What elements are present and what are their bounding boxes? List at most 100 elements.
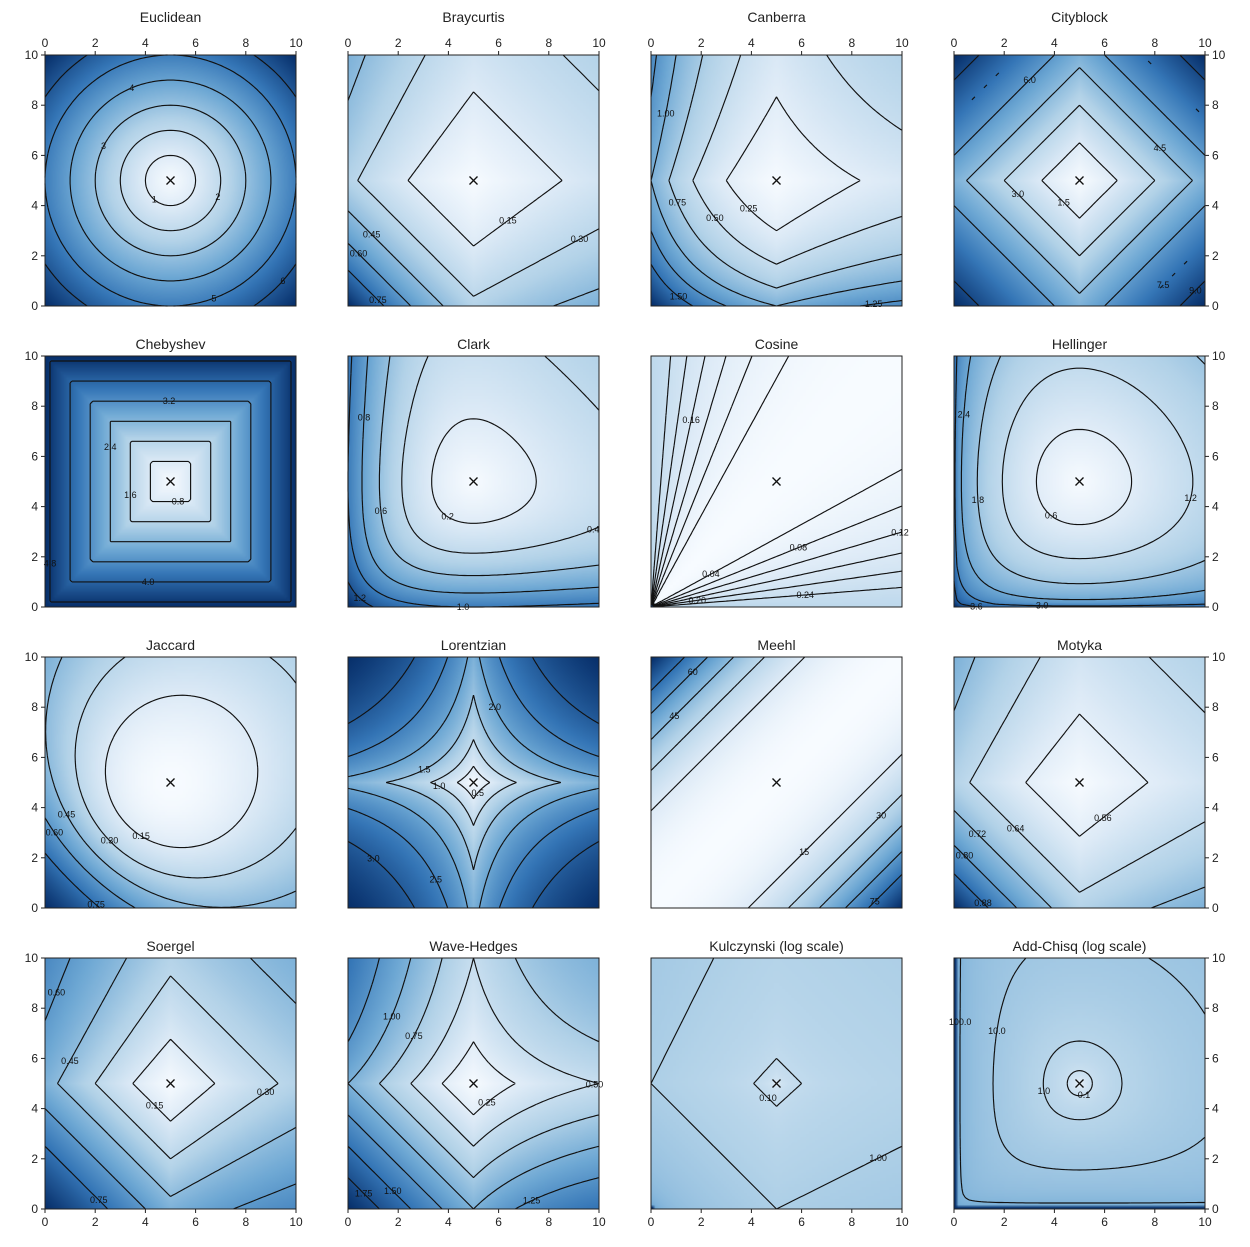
contour-line xyxy=(44,852,101,909)
contour-label: 1.25 xyxy=(865,299,883,309)
contour-line xyxy=(976,355,1206,585)
contour-line xyxy=(953,656,1206,909)
panel-title: Cityblock xyxy=(1051,9,1109,25)
y-tick-label: 8 xyxy=(1212,700,1219,714)
contour-line xyxy=(347,957,600,1210)
y-tick-label: 10 xyxy=(1212,349,1226,363)
contour-label: 0.80 xyxy=(956,851,974,861)
contour-label: 4.0 xyxy=(142,577,155,587)
y-tick-label: 8 xyxy=(31,399,38,413)
x-tick-label: 10 xyxy=(592,1215,606,1229)
contour-line xyxy=(953,873,989,909)
plot-frame xyxy=(953,957,1206,1210)
x-tick-label: 8 xyxy=(848,36,855,50)
y-tick-label: 6 xyxy=(31,1051,38,1065)
contour-line xyxy=(347,957,600,1210)
contour-label: 9.0 xyxy=(1189,285,1202,295)
contour-label: 0.24 xyxy=(796,590,814,600)
center-marker xyxy=(469,1079,478,1088)
contour-label: 45 xyxy=(669,711,679,721)
center-marker xyxy=(469,477,478,486)
panel-title: Add-Chisq (log scale) xyxy=(1013,938,1147,954)
plot-frame xyxy=(44,957,297,1210)
y-tick-label: 2 xyxy=(31,550,38,564)
plot-frame xyxy=(953,355,1206,608)
contour-line xyxy=(44,1145,109,1210)
x-tick-label: 6 xyxy=(798,1215,805,1229)
y-tick-label: 4 xyxy=(31,1102,38,1116)
y-tick-label: 6 xyxy=(31,148,38,162)
contour-line xyxy=(89,400,252,563)
panel-title: Jaccard xyxy=(146,637,195,653)
contour-label: 0.75 xyxy=(405,1031,423,1041)
contour-line xyxy=(410,957,600,1147)
x-tick-label: 0 xyxy=(951,1215,958,1229)
x-tick-label: 8 xyxy=(545,1215,552,1229)
contour-label: 15 xyxy=(799,847,809,857)
contour-line xyxy=(69,79,272,282)
x-tick-label: 8 xyxy=(545,36,552,50)
y-tick-label: 8 xyxy=(31,700,38,714)
contour-label: 1.0 xyxy=(1038,1086,1051,1096)
contour-line xyxy=(1041,142,1118,219)
contour-label: 0.2 xyxy=(441,512,454,522)
y-tick-label: 10 xyxy=(25,650,39,664)
contour-label: 1 xyxy=(152,195,157,205)
contour-line xyxy=(650,957,903,1210)
plot-frame xyxy=(953,656,1206,909)
x-tick-label: 2 xyxy=(92,36,99,50)
y-tick-label: 4 xyxy=(31,500,38,514)
panel-title: Wave-Hedges xyxy=(429,938,517,954)
contour-line xyxy=(1066,1070,1093,1097)
x-tick-label: 6 xyxy=(1101,36,1108,50)
contour-label: 1.00 xyxy=(657,109,675,119)
contour-label: 75 xyxy=(870,897,880,907)
x-tick-label: 10 xyxy=(1198,1215,1212,1229)
contour-label: 0.50 xyxy=(586,1080,604,1090)
panel-addchisq: 0.1 1.0 10.0 100.0 Add-Chisq (log scale) 0 2 4 6… xyxy=(949,938,1226,1229)
x-tick-label: 2 xyxy=(395,36,402,50)
y-tick-label: 0 xyxy=(31,1202,38,1216)
contour-line xyxy=(45,656,297,908)
contour-label: 0.20 xyxy=(689,595,707,605)
contour-line xyxy=(650,656,903,909)
contour-label: 0.15 xyxy=(132,831,150,841)
panel-title: Motyka xyxy=(1057,637,1102,653)
contour-label: 30 xyxy=(876,810,886,820)
panel-title: Meehl xyxy=(757,637,795,653)
contour-line xyxy=(149,460,192,503)
plot-frame xyxy=(650,656,903,909)
contour-line xyxy=(104,694,259,849)
contour-line xyxy=(44,817,136,909)
y-tick-label: 8 xyxy=(31,1001,38,1015)
panel-soergel: 0.15 0.30 0.45 0.60 0.75 Soergel 0 2 4 6 8 10 0 2 4 6 8 1… xyxy=(25,938,303,1229)
plot-frame xyxy=(347,54,600,307)
contour-line xyxy=(1042,1040,1123,1121)
contour-line xyxy=(668,54,903,289)
x-tick-label: 4 xyxy=(748,36,755,50)
contour-label: 1.75 xyxy=(355,1188,373,1198)
contour-label: 0.5 xyxy=(471,788,484,798)
y-tick-label: 4 xyxy=(31,199,38,213)
contour-label: 1.0 xyxy=(433,781,446,791)
contour-label: 10.0 xyxy=(988,1026,1006,1036)
contour-line xyxy=(144,154,197,207)
y-tick-label: 2 xyxy=(31,851,38,865)
y-tick-label: 6 xyxy=(1212,148,1219,162)
y-tick-label: 6 xyxy=(1212,1051,1219,1065)
y-tick-label: 6 xyxy=(1212,449,1219,463)
contour-label: 4.8 xyxy=(44,559,57,569)
x-tick-label: 8 xyxy=(1151,1215,1158,1229)
contour-label: 0.45 xyxy=(58,809,76,819)
contour-line xyxy=(650,656,903,909)
contour-label: 2.0 xyxy=(488,702,501,712)
contour-label: 0.8 xyxy=(358,412,371,422)
contour-label: 0.72 xyxy=(969,829,987,839)
contour-line xyxy=(650,263,694,307)
y-tick-label: 10 xyxy=(1212,951,1226,965)
x-tick-label: 8 xyxy=(848,1215,855,1229)
panel-kulczynski: 0.10 1.00 Kulczynski (log scale) 0 2 4 6 8 10 xyxy=(648,938,909,1229)
